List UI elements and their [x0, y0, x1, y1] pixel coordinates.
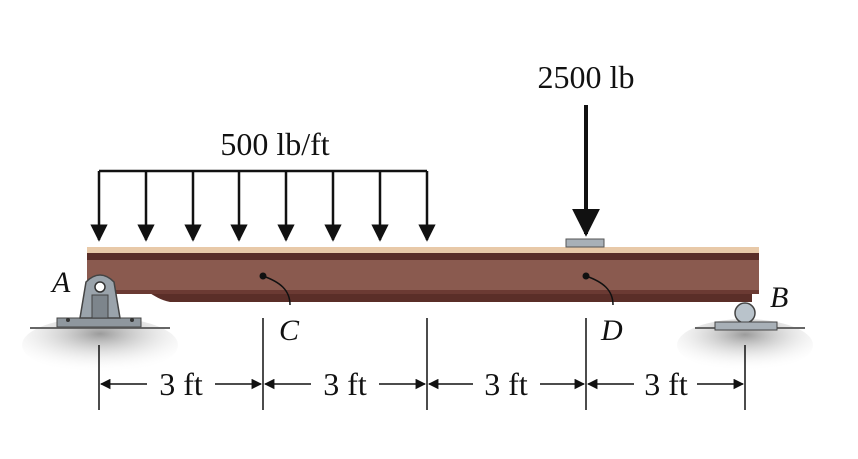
dimension-label: 3 ft [323, 366, 367, 402]
distributed-load [90, 169, 436, 242]
ground-left [22, 317, 178, 373]
point-c-leader [262, 275, 291, 306]
dimension-ticks [98, 318, 746, 410]
distributed-load-label: 500 lb/ft [220, 126, 329, 162]
label-d: D [600, 314, 623, 347]
label-b: B [770, 281, 788, 314]
dimension-label: 3 ft [484, 366, 528, 402]
label-a: A [50, 266, 71, 299]
point-d-leader [585, 275, 614, 306]
load-plate [565, 238, 605, 248]
pin-support-a [56, 274, 142, 328]
dimension-label: 3 ft [644, 366, 688, 402]
label-c: C [279, 314, 300, 347]
roller-support-b [714, 302, 778, 331]
dimension-label: 3 ft [159, 366, 203, 402]
point-load-label: 2500 lb [538, 59, 635, 95]
beam [87, 247, 759, 302]
